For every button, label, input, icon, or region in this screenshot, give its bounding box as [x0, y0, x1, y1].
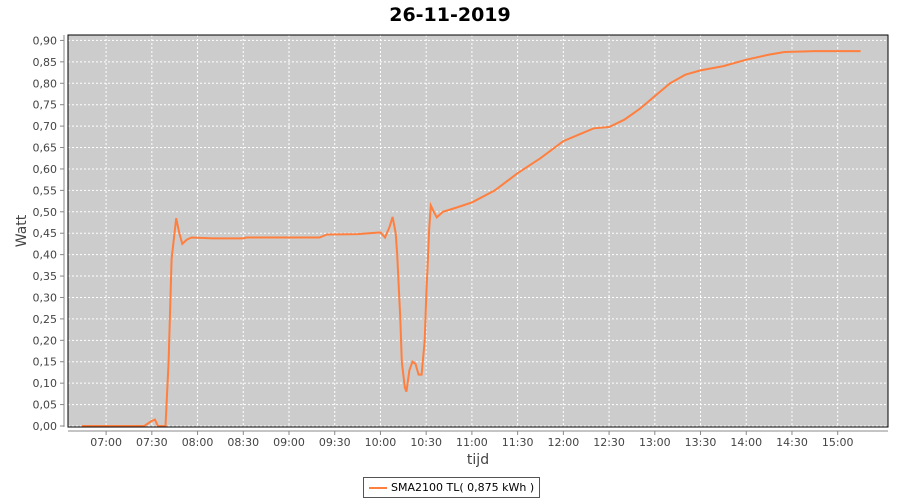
legend-label: SMA2100 TL( 0,875 kWh ) — [391, 481, 535, 494]
grid — [68, 35, 888, 427]
x-tick-label: 12:30 — [593, 436, 625, 449]
y-tick-label: 0,85 — [33, 56, 58, 69]
y-tick-label: 0,75 — [33, 99, 58, 112]
y-tick-label: 0,40 — [33, 249, 58, 262]
x-tick-label: 14:30 — [776, 436, 808, 449]
legend: SMA2100 TL( 0,875 kWh ) — [363, 477, 541, 498]
y-tick-label: 0,65 — [33, 142, 58, 155]
plot-area — [68, 35, 888, 427]
y-tick-label: 0,10 — [33, 377, 58, 390]
y-tick-label: 0,30 — [33, 291, 58, 304]
y-tick-label: 0,55 — [33, 184, 58, 197]
y-tick-label: 0,45 — [33, 227, 58, 240]
x-tick-label: 09:00 — [273, 436, 305, 449]
x-tick-label: 11:00 — [456, 436, 488, 449]
x-tick-label: 15:00 — [822, 436, 854, 449]
chart-title: 26-11-2019 — [389, 4, 511, 26]
x-tick-label: 12:00 — [548, 436, 580, 449]
plot-border — [67, 34, 889, 428]
x-tick-label: 10:00 — [365, 436, 397, 449]
x-tick-label: 08:30 — [227, 436, 259, 449]
y-tick-label: 0,35 — [33, 270, 58, 283]
y-tick-label: 0,15 — [33, 356, 58, 369]
y-tick-label: 0,60 — [33, 163, 58, 176]
y-axis: 0,00 0,05 0,10 0,15 0,20 0,25 0,30 0,35 0,40 0,45… — [33, 34, 65, 433]
x-tick-label: 14:00 — [730, 436, 762, 449]
y-axis-label: Watt — [14, 214, 30, 247]
x-tick-label: 11:30 — [502, 436, 534, 449]
x-axis-label: tijd — [467, 452, 489, 468]
x-tick-label: 13:00 — [639, 436, 671, 449]
y-tick-label: 0,70 — [33, 120, 58, 133]
x-tick-label: 10:30 — [410, 436, 442, 449]
x-axis: 07:00 07:30 08:00 08:30 09:00 09:30 10:00 10:30… — [68, 430, 888, 449]
x-tick-label: 07:00 — [90, 436, 122, 449]
x-tick-label: 13:30 — [685, 436, 717, 449]
y-tick-label: 0,80 — [33, 77, 58, 90]
y-tick-label: 0,90 — [33, 34, 58, 47]
y-tick-label: 0,05 — [33, 399, 58, 412]
x-tick-label: 09:30 — [319, 436, 351, 449]
x-tick-label: 08:00 — [182, 436, 214, 449]
y-tick-label: 0,20 — [33, 334, 58, 347]
series-line — [81, 50, 861, 427]
y-tick-label: 0,00 — [33, 420, 58, 433]
x-tick-label: 07:30 — [136, 436, 168, 449]
legend-swatch — [369, 486, 387, 489]
y-tick-label: 0,50 — [33, 206, 58, 219]
y-tick-label: 0,25 — [33, 313, 58, 326]
